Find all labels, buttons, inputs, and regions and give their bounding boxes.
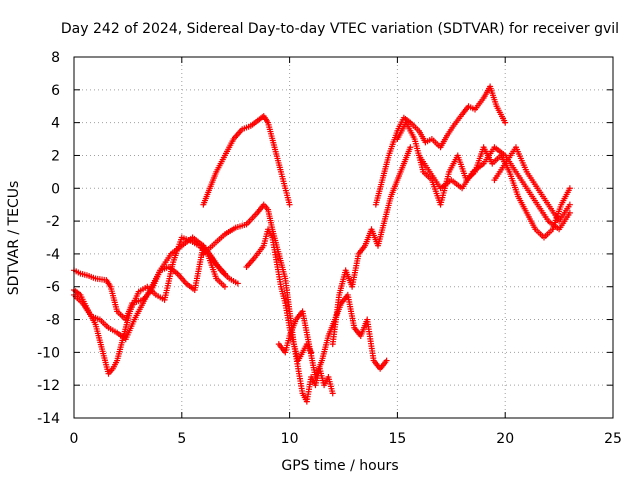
- y-tick-label: 2: [51, 148, 60, 164]
- data-point: [383, 357, 390, 364]
- data-point: [329, 390, 336, 397]
- grid-lines: [74, 57, 613, 418]
- data-point: [221, 283, 228, 290]
- x-tick-label: 5: [177, 431, 186, 447]
- plot-frame: [73, 56, 614, 419]
- data-point: [407, 144, 414, 151]
- y-tick-label: -10: [37, 345, 60, 361]
- x-tick-label: 25: [604, 431, 622, 447]
- series-12: [491, 144, 573, 225]
- y-tick-label: -6: [46, 280, 60, 296]
- y-tick-label: -2: [46, 214, 60, 230]
- series-9: [372, 83, 509, 208]
- series-8: [329, 144, 414, 348]
- series-3: [71, 242, 241, 343]
- y-tick-label: -12: [37, 378, 60, 394]
- series-4: [200, 113, 293, 208]
- data-point: [566, 201, 573, 208]
- y-tick-label: 0: [51, 181, 60, 197]
- x-axis-label: GPS time / hours: [281, 458, 398, 474]
- series-10: [394, 119, 573, 241]
- data-point: [234, 280, 241, 287]
- data-point: [566, 185, 573, 192]
- series-11: [415, 144, 573, 233]
- y-tick-label: 4: [51, 116, 60, 132]
- y-tick-label: -14: [37, 411, 60, 427]
- data-points: [71, 83, 573, 405]
- y-tick-label: -4: [46, 247, 60, 263]
- y-tick-label: 6: [51, 83, 60, 99]
- y-tick-label: -8: [46, 313, 60, 329]
- x-tick-label: 0: [70, 431, 79, 447]
- data-point: [286, 201, 293, 208]
- data-point: [566, 209, 573, 216]
- x-tick-label: 10: [281, 431, 299, 447]
- data-point: [502, 119, 509, 126]
- x-tick-label: 15: [388, 431, 406, 447]
- axis-ticks: 0 5 10 15 20 25 -14 -12 -10 -8 -6 -4 -2 0 2 4 6 8: [37, 50, 622, 447]
- y-tick-label: 8: [51, 50, 60, 66]
- chart-title: Day 242 of 2024, Sidereal Day-to-day VTE…: [61, 21, 619, 37]
- y-axis-label: SDTVAR / TECUs: [6, 181, 22, 296]
- x-tick-label: 20: [496, 431, 514, 447]
